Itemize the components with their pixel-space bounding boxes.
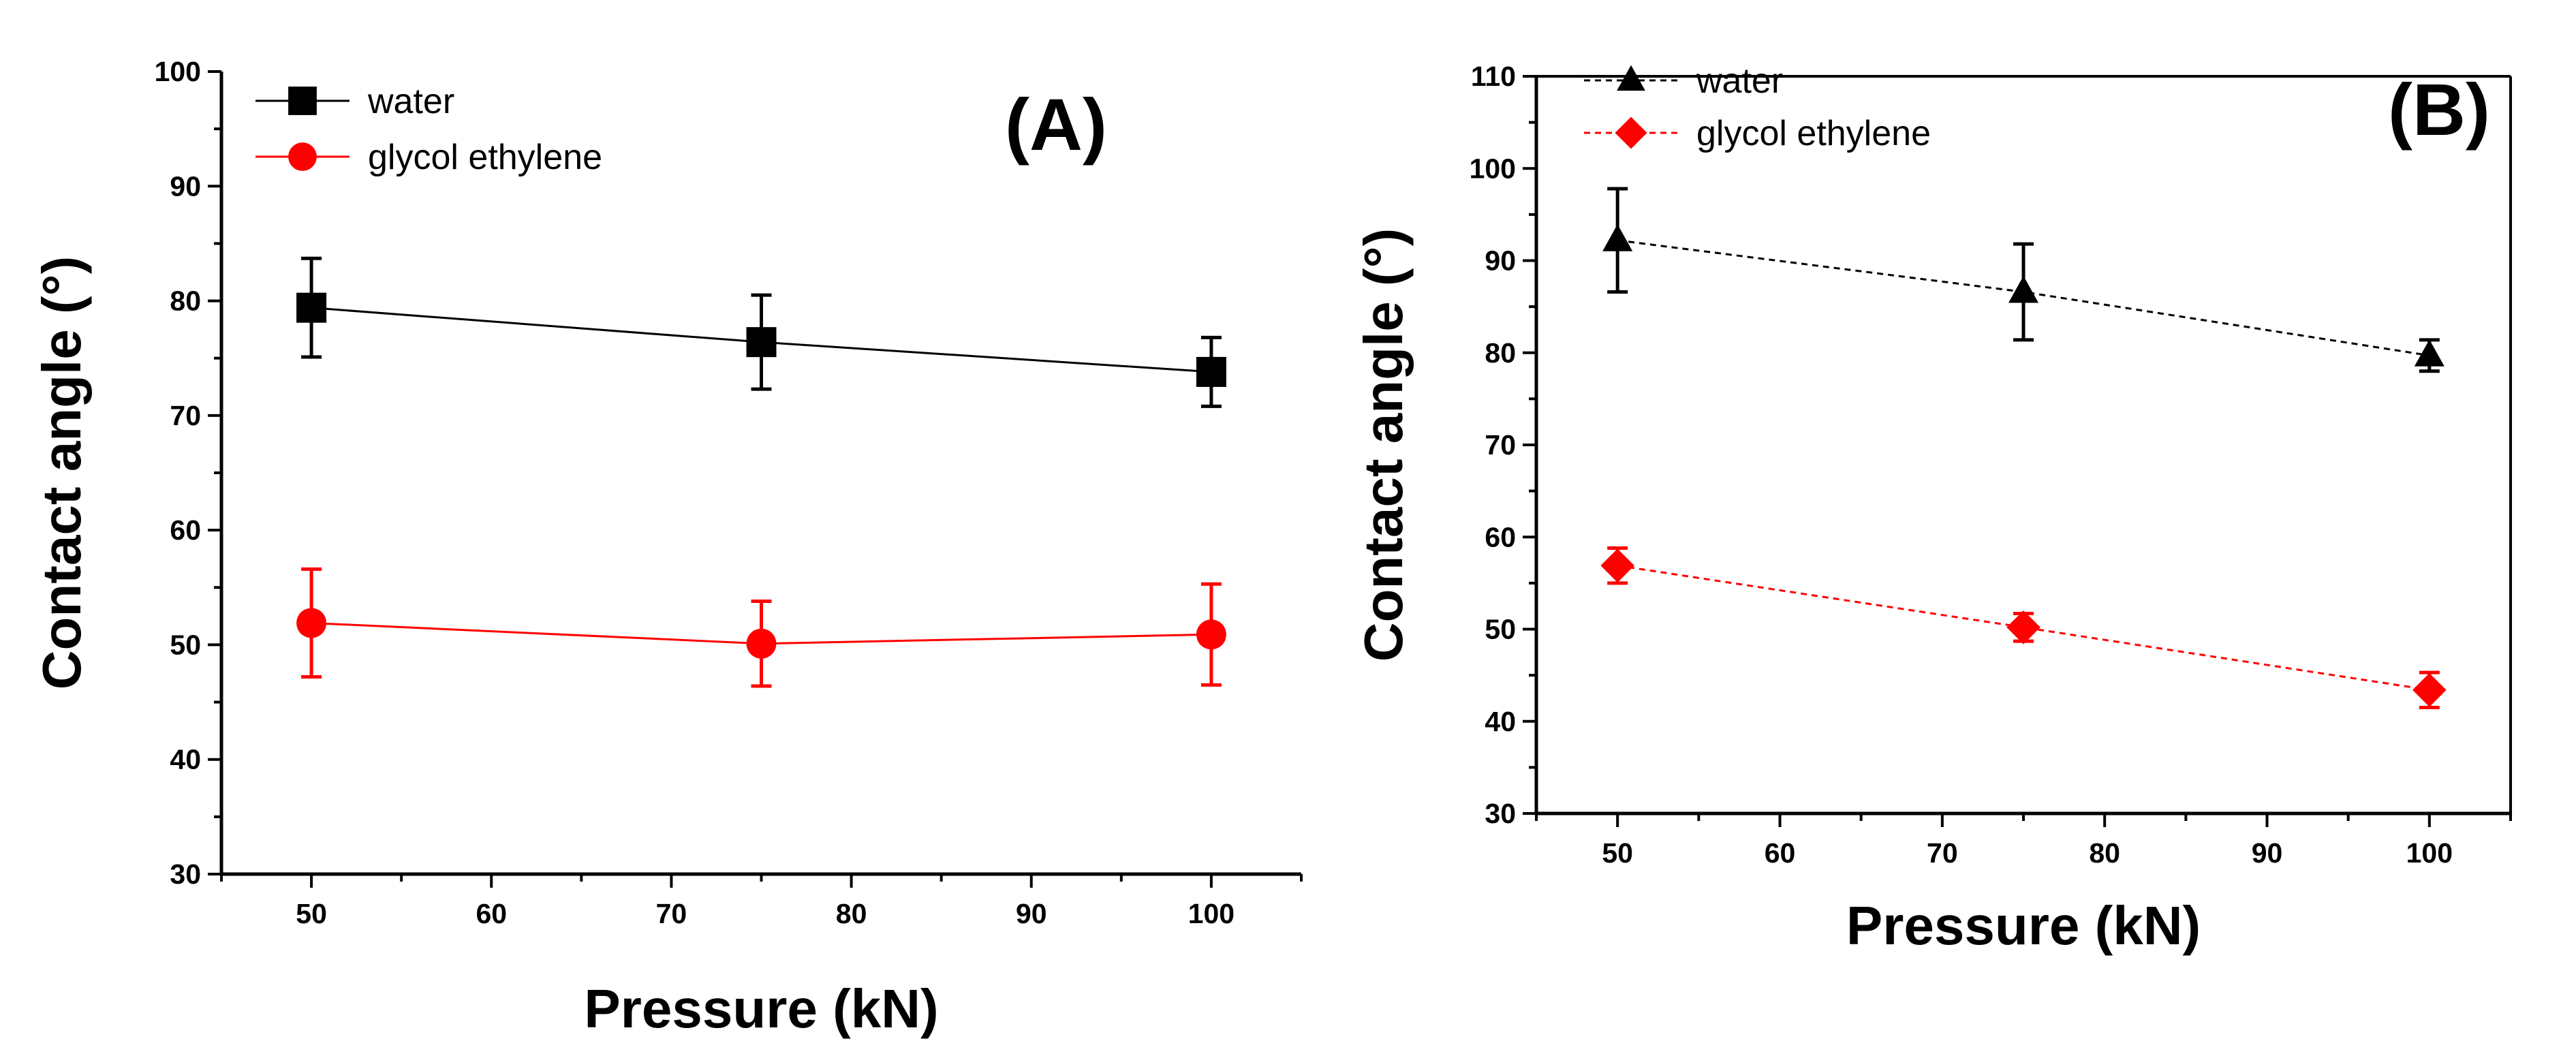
data-point — [1602, 224, 1633, 251]
x-tick-label: 80 — [836, 898, 867, 929]
y-tick-label: 90 — [170, 170, 201, 202]
data-point — [1196, 619, 1226, 650]
panel-label: (B) — [2388, 68, 2490, 151]
y-tick-label: 90 — [1485, 245, 1516, 277]
y-tick-label: 80 — [170, 285, 201, 317]
x-tick-label: 80 — [2089, 837, 2120, 869]
y-tick-label: 30 — [170, 858, 201, 890]
panel-a-contact-angle-chart: 30 40 50 60 70 80 90 100 50 60 70 80 90 100 Pressure (… — [31, 56, 1303, 1039]
legend-entry: water — [1584, 61, 1783, 101]
data-point — [746, 327, 777, 358]
y-tick-label: 40 — [1485, 706, 1516, 737]
x-tick-label: 60 — [476, 898, 507, 929]
y-tick-label: 70 — [170, 400, 201, 431]
x-tick-label: 70 — [656, 898, 687, 929]
x-axis-title: Pressure (kN) — [584, 978, 938, 1039]
y-tick-label: 110 — [1471, 61, 1516, 92]
x-tick-label: 70 — [1927, 837, 1958, 869]
y-tick-label: 30 — [1485, 798, 1516, 829]
legend-marker — [288, 142, 317, 171]
legend-entry: water — [255, 82, 454, 121]
data-point — [2008, 275, 2038, 303]
series-water — [296, 256, 1226, 408]
panel-b-contact-angle-chart: 30 40 50 60 70 80 90 100 110 50 60 70 80 90 100 Pressur… — [1353, 61, 2512, 956]
x-axis-title: Pressure (kN) — [1846, 895, 2201, 956]
data-point — [1196, 356, 1226, 387]
legend-marker — [288, 87, 317, 115]
legend-entry: glycol ethylene — [255, 138, 602, 177]
x-tick-label: 90 — [1016, 898, 1047, 929]
data-point — [296, 292, 327, 323]
legend-marker — [1617, 65, 1645, 91]
y-tick-label: 50 — [1485, 614, 1516, 645]
series-line — [1617, 564, 2430, 692]
legend-label: glycol ethylene — [368, 138, 602, 177]
legend-label: water — [1696, 61, 1783, 101]
x-tick-label: 50 — [296, 898, 327, 929]
data-point — [746, 628, 777, 659]
legend-label: glycol ethylene — [1696, 114, 1931, 153]
x-tick-label: 100 — [1188, 898, 1235, 929]
y-tick-label: 100 — [1470, 153, 1516, 184]
y-tick-label: 50 — [170, 629, 201, 660]
data-point — [296, 608, 327, 638]
data-point — [2412, 672, 2447, 707]
y-tick-label: 100 — [155, 56, 201, 87]
series-glycol-ethylene — [1600, 546, 2447, 709]
series-glycol-ethylene — [296, 567, 1226, 688]
data-point — [1600, 548, 1634, 583]
y-axis-title: Contact angle (°) — [1353, 228, 1414, 662]
y-tick-label: 70 — [1485, 429, 1516, 461]
series-water — [1602, 187, 2445, 373]
y-tick-label: 60 — [1485, 521, 1516, 553]
x-tick-label: 90 — [2252, 837, 2283, 869]
y-tick-label: 40 — [170, 744, 201, 775]
legend-label: water — [367, 82, 454, 121]
x-tick-label: 50 — [1602, 837, 1633, 869]
x-tick-label: 100 — [2406, 837, 2453, 869]
legend-marker — [1615, 117, 1647, 149]
x-tick-label: 60 — [1765, 837, 1796, 869]
data-point — [2006, 610, 2040, 645]
y-tick-label: 80 — [1485, 337, 1516, 369]
legend-entry: glycol ethylene — [1584, 114, 1931, 153]
data-point — [2414, 339, 2445, 367]
y-tick-label: 60 — [170, 514, 201, 546]
y-axis-title: Contact angle (°) — [31, 256, 92, 689]
panel-label: (A) — [1005, 83, 1107, 166]
